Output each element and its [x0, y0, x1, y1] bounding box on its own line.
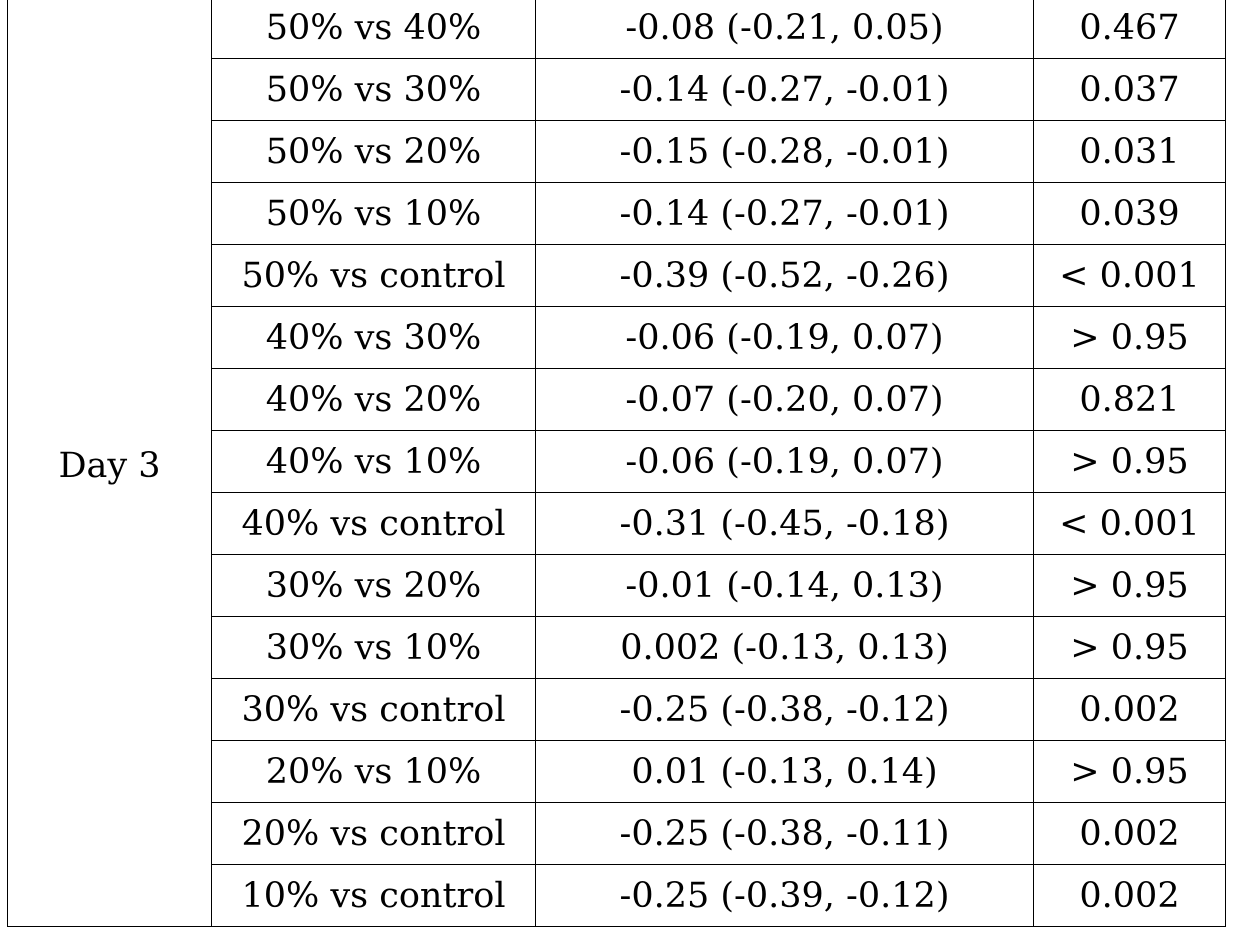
table-row: 50% vs 30% -0.14 (-0.27, -0.01) 0.037: [8, 58, 1226, 121]
results-table: Day 3 50% vs 40% -0.08 (-0.21, 0.05) 0.467 5…: [7, 0, 1226, 927]
table-row: Day 3 50% vs 40% -0.08 (-0.21, 0.05) 0.467: [7, 0, 1226, 927]
comparison-cell: 40% vs control: [211, 492, 536, 555]
group-label-cell: Day 3: [7, 0, 212, 927]
table-row: 10% vs control -0.25 (-0.39, -0.12) 0.002: [8, 864, 1226, 927]
comparison-cell: 30% vs 10%: [211, 616, 536, 679]
p-value-cell: > 0.95: [1033, 740, 1226, 803]
estimate-cell: -0.01 (-0.14, 0.13): [535, 554, 1034, 617]
estimate-cell: -0.39 (-0.52, -0.26): [535, 244, 1034, 307]
p-value-cell: > 0.95: [1033, 430, 1226, 493]
estimate-cell: -0.31 (-0.45, -0.18): [535, 492, 1034, 555]
estimate-cell: -0.25 (-0.38, -0.11): [535, 802, 1034, 865]
estimate-cell: -0.25 (-0.38, -0.12): [535, 678, 1034, 741]
table-row: 50% vs control -0.39 (-0.52, -0.26) < 0.00…: [8, 244, 1226, 307]
comparison-cell: 20% vs 10%: [211, 740, 536, 803]
table-row: 30% vs control -0.25 (-0.38, -0.12) 0.002: [8, 678, 1226, 741]
p-value-cell: 0.467: [1033, 0, 1226, 59]
comparison-cell: 50% vs 30%: [211, 58, 536, 121]
p-value-cell: > 0.95: [1033, 306, 1226, 369]
estimate-cell: -0.06 (-0.19, 0.07): [535, 430, 1034, 493]
estimate-cell: -0.25 (-0.39, -0.12): [535, 864, 1034, 927]
p-value-cell: 0.002: [1033, 678, 1226, 741]
table-row: 50% vs 10% -0.14 (-0.27, -0.01) 0.039: [8, 182, 1226, 245]
comparison-cell: 40% vs 10%: [211, 430, 536, 493]
table-row: 40% vs 10% -0.06 (-0.19, 0.07) > 0.95: [8, 430, 1226, 493]
estimate-cell: -0.14 (-0.27, -0.01): [535, 182, 1034, 245]
p-value-cell: > 0.95: [1033, 616, 1226, 679]
comparison-cell: 30% vs control: [211, 678, 536, 741]
p-value-cell: 0.031: [1033, 120, 1226, 183]
estimate-cell: 0.01 (-0.13, 0.14): [535, 740, 1034, 803]
estimate-cell: -0.08 (-0.21, 0.05): [535, 0, 1034, 59]
results-table-container: Day 3 50% vs 40% -0.08 (-0.21, 0.05) 0.467 5…: [7, 0, 1226, 927]
comparison-cell: 50% vs control: [211, 244, 536, 307]
table-body: Day 3 50% vs 40% -0.08 (-0.21, 0.05) 0.467 5…: [7, 0, 1226, 927]
estimate-cell: -0.14 (-0.27, -0.01): [535, 58, 1034, 121]
comparison-cell: 20% vs control: [211, 802, 536, 865]
group-label: Day 3: [58, 445, 161, 486]
comparison-cell: 50% vs 10%: [211, 182, 536, 245]
comparison-cell: 50% vs 40%: [211, 0, 536, 59]
table-row: 20% vs 10% 0.01 (-0.13, 0.14) > 0.95: [8, 740, 1226, 803]
estimate-cell: -0.15 (-0.28, -0.01): [535, 120, 1034, 183]
table-row: 30% vs 20% -0.01 (-0.14, 0.13) > 0.95: [8, 554, 1226, 617]
table-row: 40% vs control -0.31 (-0.45, -0.18) < 0.00…: [8, 492, 1226, 555]
p-value-cell: > 0.95: [1033, 554, 1226, 617]
p-value-cell: 0.002: [1033, 802, 1226, 865]
estimate-cell: 0.002 (-0.13, 0.13): [535, 616, 1034, 679]
table-row: 40% vs 20% -0.07 (-0.20, 0.07) 0.821: [8, 368, 1226, 431]
p-value-cell: 0.037: [1033, 58, 1226, 121]
estimate-cell: -0.07 (-0.20, 0.07): [535, 368, 1034, 431]
p-value-cell: 0.821: [1033, 368, 1226, 431]
comparison-cell: 50% vs 20%: [211, 120, 536, 183]
p-value-cell: < 0.001: [1033, 492, 1226, 555]
p-value-cell: 0.039: [1033, 182, 1226, 245]
p-value-cell: < 0.001: [1033, 244, 1226, 307]
comparison-cell: 40% vs 20%: [211, 368, 536, 431]
estimate-cell: -0.06 (-0.19, 0.07): [535, 306, 1034, 369]
comparison-cell: 10% vs control: [211, 864, 536, 927]
comparison-cell: 40% vs 30%: [211, 306, 536, 369]
comparison-cell: 30% vs 20%: [211, 554, 536, 617]
table-row: 40% vs 30% -0.06 (-0.19, 0.07) > 0.95: [8, 306, 1226, 369]
table-row: 20% vs control -0.25 (-0.38, -0.11) 0.002: [8, 802, 1226, 865]
p-value-cell: 0.002: [1033, 864, 1226, 927]
